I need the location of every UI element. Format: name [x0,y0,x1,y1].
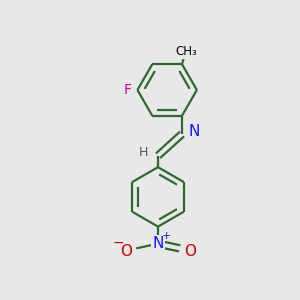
Text: F: F [123,83,131,97]
Text: N: N [189,124,200,139]
Text: +: + [162,231,171,241]
Text: O: O [184,244,196,259]
Text: CH₃: CH₃ [176,45,197,58]
Text: O: O [120,244,132,259]
Text: H: H [139,146,148,159]
Text: N: N [152,236,164,251]
Text: −: − [112,236,124,250]
